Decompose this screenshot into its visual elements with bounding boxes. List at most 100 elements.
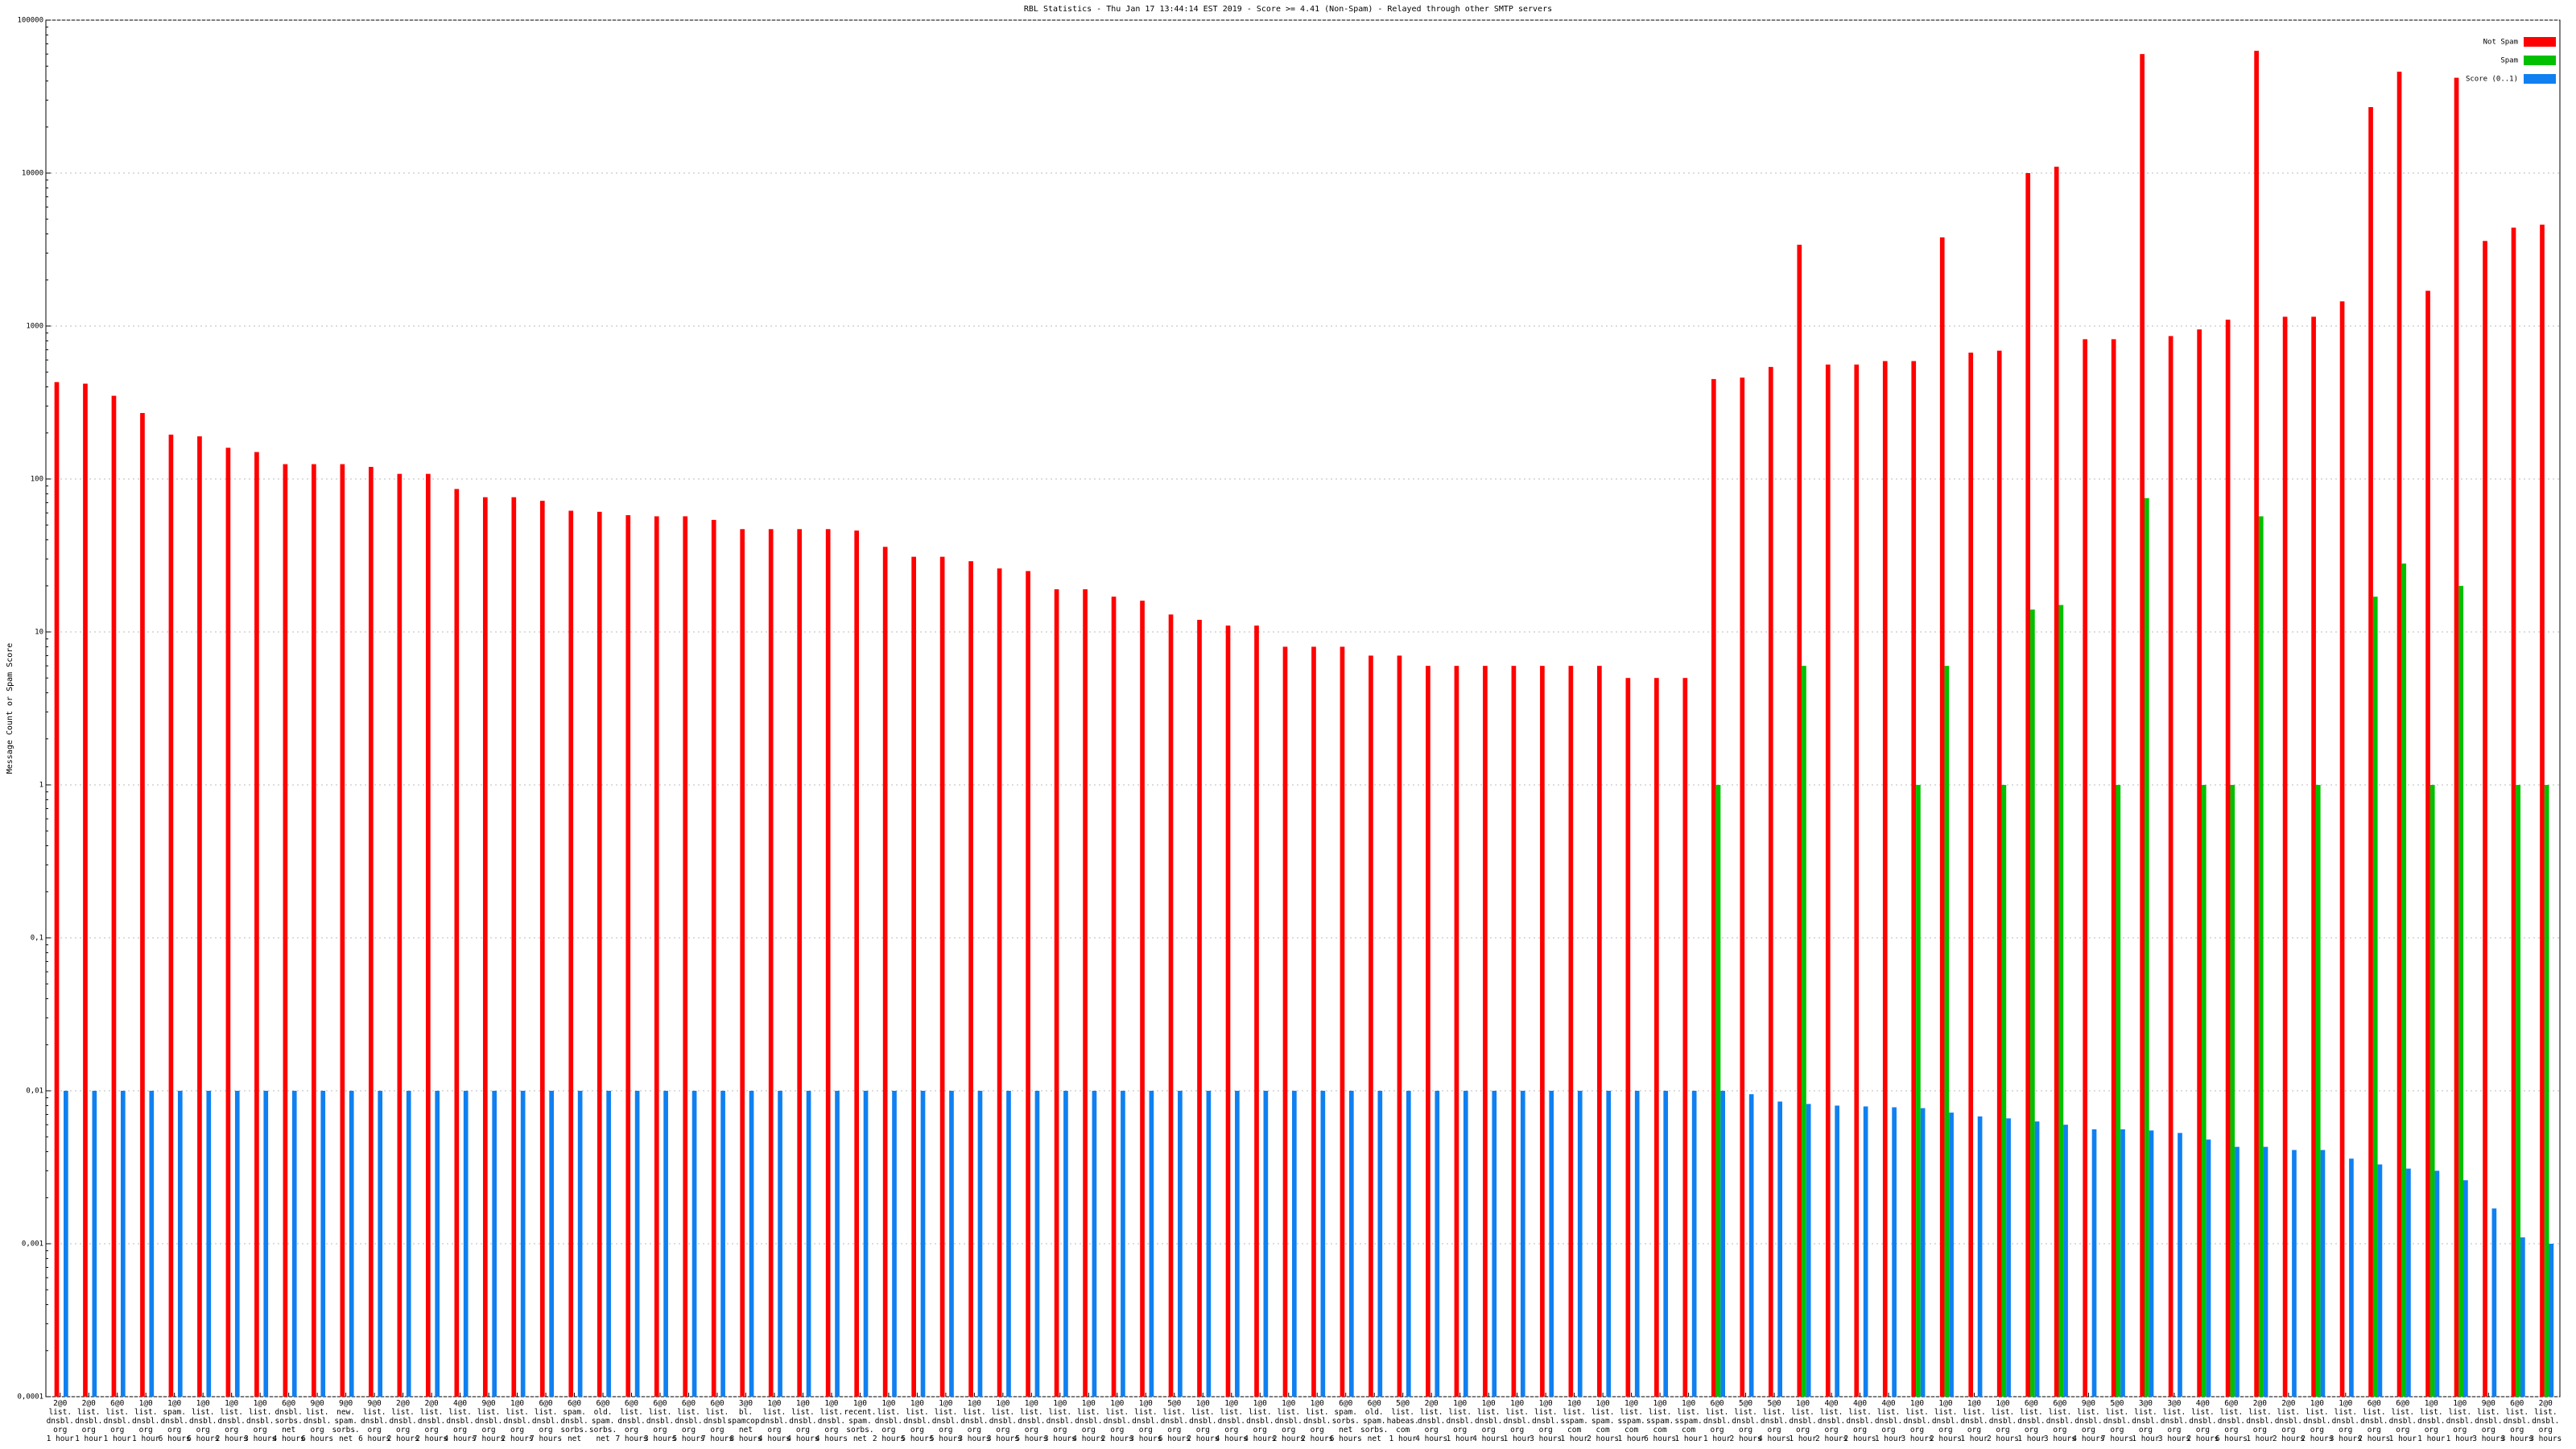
x-tick-label: 1@0 list. dnsbl. org 2 hours — [1187, 1399, 1219, 1443]
bar — [1483, 666, 1488, 1397]
bar — [2058, 605, 2064, 1397]
bar — [1149, 1091, 1154, 1397]
x-tick-label: 9@0 list. dnsbl. org 4 hours — [2072, 1399, 2104, 1443]
bar — [2544, 785, 2549, 1397]
bar — [1715, 785, 1721, 1397]
bar — [1320, 1091, 1326, 1397]
bar — [349, 1091, 354, 1397]
legend-label: Score (0..1) — [2466, 76, 2518, 84]
bar — [454, 489, 460, 1397]
bar — [863, 1091, 869, 1397]
x-tick-label: 2@0 list. dnsbl. org 2 hours — [387, 1399, 419, 1443]
bar — [320, 1091, 326, 1397]
x-tick-label: 2@0 list. dnsbl. org 1 hour — [2246, 1399, 2274, 1443]
x-tick-label: 1@0 list. dnsbl. org 4 hours — [786, 1399, 819, 1443]
bar — [1235, 1091, 1240, 1397]
bar — [1454, 666, 1459, 1397]
x-tick-label: 1@0 list. dnsbl. org 1 hour — [2417, 1399, 2446, 1443]
bar — [2311, 316, 2316, 1397]
x-tick-label: 1@0 list. dnsbl. org 1 hour — [1789, 1399, 1817, 1443]
y-tick-label: 0,01 — [26, 1088, 43, 1096]
bar — [2511, 227, 2516, 1397]
y-tick-label: 10 — [35, 629, 43, 637]
x-tick-label: 1@0 list. dnsbl. org 1 hour — [1447, 1399, 1475, 1443]
x-tick-label: 6@0 list. dnsbl. org 7 hours — [615, 1399, 647, 1443]
bar — [1654, 678, 1659, 1397]
bar — [254, 452, 259, 1397]
bar — [691, 1091, 697, 1397]
bar — [291, 1091, 297, 1397]
bar — [1577, 1091, 1583, 1397]
bar — [1406, 1091, 1411, 1397]
bar — [806, 1091, 811, 1397]
bar — [2235, 1146, 2240, 1397]
bar — [1549, 1091, 1554, 1397]
bar — [2372, 597, 2378, 1397]
bar — [1225, 625, 1231, 1397]
bar — [949, 1091, 954, 1397]
bar — [2377, 1164, 2383, 1397]
bar — [2149, 1130, 2154, 1397]
legend-label: Not Spam — [2483, 39, 2518, 47]
x-tick-label: 4@0 list. dnsbl. org 1 hour — [1875, 1399, 1903, 1443]
x-tick-label: 1@0 recent. spam. sorbs. net — [844, 1399, 876, 1443]
x-tick-label: 1@0 list. dnsbl. org 2 hours — [216, 1399, 248, 1443]
x-tick-label: 1@0 list. dnsbl. org 4 hours — [1472, 1399, 1505, 1443]
bar — [511, 497, 517, 1397]
bar — [1711, 378, 1716, 1397]
bar — [149, 1091, 155, 1397]
x-tick-label: 9@0 list. dnsbl. org 3 hours — [2472, 1399, 2504, 1443]
bar — [2054, 167, 2059, 1397]
bar — [1377, 1091, 1383, 1397]
bar — [997, 568, 1002, 1397]
bar — [1140, 601, 1145, 1397]
y-tick-label: 0,001 — [22, 1241, 43, 1249]
x-tick-label: 5@0 list. habeas. com 1 hour — [1387, 1399, 1419, 1443]
y-tick-label: 100 — [31, 476, 43, 484]
bar — [2454, 77, 2459, 1397]
bar — [1168, 614, 1174, 1397]
x-tick-label: 6@0 list. dnsbl. org 1 hour — [2389, 1399, 2417, 1443]
bar — [1340, 646, 1345, 1397]
bar — [520, 1091, 526, 1397]
bar — [2401, 564, 2407, 1397]
y-tick-label: 10000 — [22, 170, 43, 178]
bar — [2063, 1125, 2068, 1397]
x-tick-label: 9@0 list. dnsbl. org 6 hours — [301, 1399, 333, 1443]
x-tick-label: 3@0 bl. spamcop. net 8 hours — [728, 1399, 765, 1443]
bar — [977, 1091, 983, 1397]
bar — [2368, 107, 2373, 1397]
bar — [1597, 666, 1602, 1397]
bar — [683, 516, 688, 1397]
bar — [1254, 625, 1259, 1397]
bar — [740, 529, 745, 1397]
bar — [854, 530, 860, 1397]
x-tick-label: 1@0 list. dnsbl. org 3 hours — [1530, 1399, 1562, 1443]
bar — [1511, 666, 1517, 1397]
x-tick-label: 6@0 list. dnsbl. org 3 hours — [2044, 1399, 2076, 1443]
x-tick-label: 1@0 list. dnsbl. org 1 hour — [2446, 1399, 2475, 1443]
bar — [2178, 1133, 2182, 1397]
x-tick-label: 1@0 list. dnsbl. org 2 hours — [1101, 1399, 1133, 1443]
x-tick-label: 1@0 spam. dnsbl. org 6 hours — [159, 1399, 191, 1443]
bar — [1939, 237, 1945, 1397]
bar — [577, 1091, 583, 1397]
bar — [1944, 666, 1950, 1397]
x-tick-label: 1@0 list. dnsbl. org 3 hours — [1901, 1399, 1933, 1443]
bar — [2116, 785, 2121, 1397]
bar — [2516, 785, 2521, 1397]
bar — [606, 1091, 611, 1397]
bar — [892, 1091, 897, 1397]
bar — [463, 1091, 469, 1397]
x-tick-label: 1@0 list. sspam. com 1 hour — [1617, 1399, 1645, 1443]
bar — [2206, 1139, 2211, 1397]
x-tick-label: 1@0 list. sspam. com 6 hours — [1644, 1399, 1676, 1443]
bar — [1006, 1091, 1011, 1397]
bar — [1682, 678, 1688, 1397]
x-tick-label: 1@0 list. dnsbl. org 3 hours — [958, 1399, 990, 1443]
x-tick-label: 1@0 list. dnsbl. org 1 hour — [1504, 1399, 1532, 1443]
bar — [435, 1091, 440, 1397]
x-tick-label: 3@0 list. dnsbl. org 3 hours — [2158, 1399, 2190, 1443]
x-tick-label: 1@0 list. dnsbl. org 2 hours — [2301, 1399, 2333, 1443]
